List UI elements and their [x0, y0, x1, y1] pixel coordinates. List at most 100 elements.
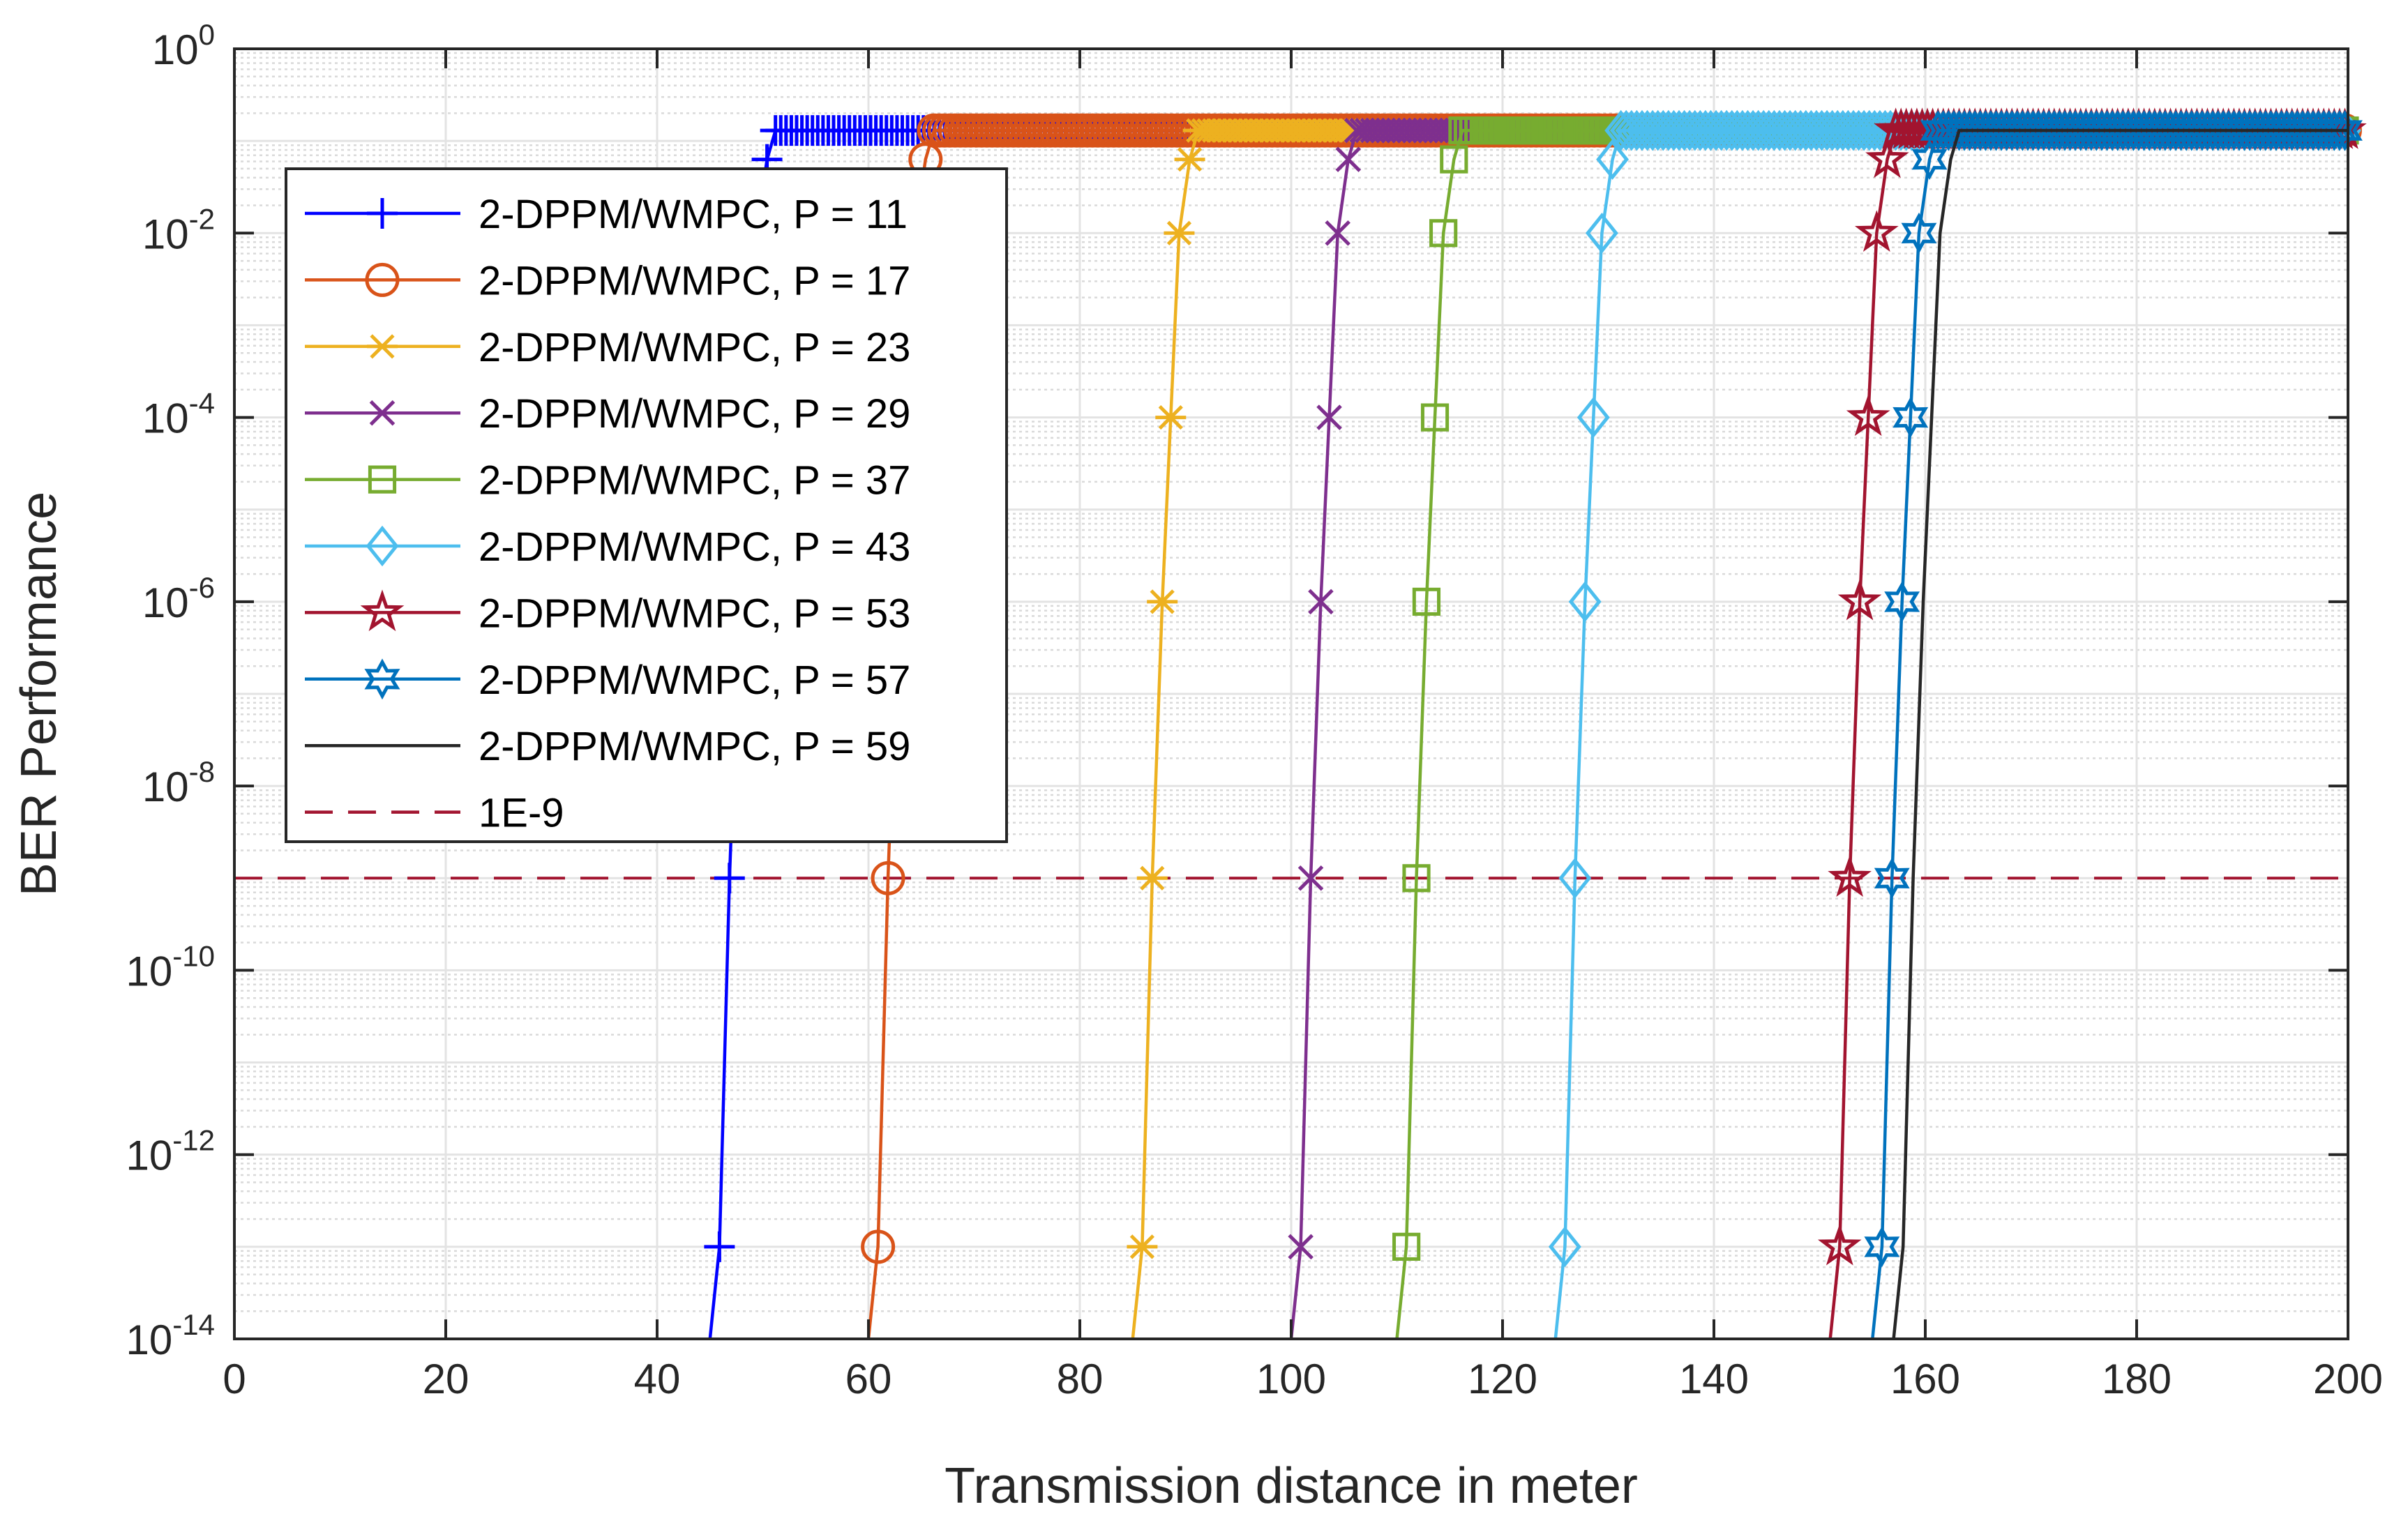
marker-hexagram	[1892, 397, 1929, 438]
axis-ticks	[233, 47, 2349, 1340]
legend-label: 2-DPPM/WMPC, P = 59	[479, 724, 910, 769]
marker-square	[368, 465, 397, 494]
legend-label: 2-DPPM/WMPC, P = 11	[479, 192, 908, 237]
y-tick-label: 10-4	[142, 387, 215, 442]
marker-diamond	[1715, 109, 1749, 151]
marker-hexagram	[1911, 139, 1948, 180]
series-line	[1892, 128, 2348, 1340]
legend-item: 2-DPPM/WMPC, P = 43	[305, 524, 910, 570]
marker-diamond	[1821, 109, 1854, 151]
marker-diamond	[1668, 109, 1701, 151]
legend-label: 2-DPPM/WMPC, P = 17	[479, 258, 910, 303]
marker-diamond	[1805, 109, 1838, 151]
marker-diamond	[1752, 109, 1786, 151]
marker-pentagram	[360, 589, 405, 632]
y-tick-exponent: -6	[189, 571, 215, 604]
marker-diamond	[1577, 397, 1610, 438]
marker-diamond	[1789, 109, 1823, 151]
marker-x	[369, 400, 396, 426]
marker-hexagram	[364, 658, 400, 700]
marker-diamond	[1609, 109, 1643, 151]
marker-diamond	[1810, 109, 1844, 151]
marker-plus	[704, 1231, 735, 1262]
marker-hexagram	[1901, 212, 1937, 254]
marker-hexagram	[1864, 1226, 1900, 1268]
y-tick-label: 10-10	[126, 939, 215, 994]
marker-hexagram	[2327, 109, 2363, 151]
legend-item: 2-DPPM/WMPC, P = 23	[305, 325, 910, 370]
y-tick-exponent: -8	[189, 755, 215, 788]
y-tick-base: 10	[142, 395, 189, 442]
marker-diamond	[1779, 109, 1812, 151]
marker-diamond	[1842, 109, 1875, 151]
marker-square	[1412, 587, 1441, 616]
legend-label: 2-DPPM/WMPC, P = 29	[479, 391, 910, 437]
marker-diamond	[1625, 109, 1659, 151]
marker-diamond	[1847, 109, 1881, 151]
legend: 2-DPPM/WMPC, P = 11 2-DPPM/WMPC, P = 17 2-…	[285, 167, 1008, 843]
y-tick-label: 100	[152, 18, 215, 73]
y-axis-label: BER Performance	[11, 492, 67, 896]
y-tick-label: 10-2	[142, 202, 215, 257]
marker-diamond	[1620, 109, 1653, 151]
marker-diamond	[1731, 109, 1764, 151]
marker-diamond	[1662, 109, 1696, 151]
marker-diamond	[1568, 581, 1602, 623]
marker-asterisk	[1136, 865, 1168, 891]
y-tick-exponent: -14	[172, 1308, 215, 1341]
legend-label: 2-DPPM/WMPC, P = 43	[479, 524, 910, 570]
x-tick-label: 0	[223, 1356, 246, 1402]
marker-diamond	[1742, 109, 1775, 151]
y-tick-exponent: -2	[189, 202, 215, 235]
marker-diamond	[1747, 109, 1780, 151]
series-p-57	[1864, 109, 2363, 1340]
marker-pentagram	[1846, 394, 1890, 437]
marker-diamond	[1646, 109, 1680, 151]
marker-square	[1429, 219, 1458, 248]
marker-diamond	[1631, 109, 1664, 151]
y-tick-label: 10-6	[142, 571, 215, 626]
y-tick-base: 10	[126, 1132, 173, 1179]
x-tick-labels: 0 20 40 60 80 100 120 140 160 180 200	[223, 1356, 2383, 1402]
marker-circle	[365, 262, 400, 297]
legend-item: 2-DPPM/WMPC, P = 57	[305, 658, 910, 703]
marker-diamond	[1837, 109, 1870, 151]
y-tick-label: 10-8	[142, 755, 215, 810]
legend-label: 2-DPPM/WMPC, P = 37	[479, 458, 910, 503]
y-tick-exponent: 0	[199, 18, 215, 51]
legend-item: 2-DPPM/WMPC, P = 11	[305, 192, 908, 237]
marker-diamond	[1596, 139, 1630, 180]
x-tick-label: 180	[2102, 1356, 2172, 1402]
marker-diamond	[1816, 109, 1849, 151]
x-tick-label: 60	[845, 1356, 892, 1402]
marker-asterisk	[1147, 589, 1178, 614]
marker-diamond	[366, 525, 399, 567]
x-tick-label: 100	[1256, 1356, 1326, 1402]
marker-diamond	[1657, 109, 1690, 151]
legend-item: 2-DPPM/WMPC, P = 29	[305, 391, 910, 437]
marker-diamond	[1757, 109, 1791, 151]
marker-diamond	[1794, 109, 1828, 151]
legend-item: 2-DPPM/WMPC, P = 53	[305, 589, 910, 636]
marker-asterisk	[1127, 1234, 1158, 1259]
series-layer	[234, 107, 2367, 1340]
marker-diamond	[1800, 109, 1833, 151]
y-tick-exponent: -10	[172, 939, 215, 972]
marker-diamond	[1558, 857, 1592, 899]
marker-diamond	[1548, 1226, 1581, 1268]
marker-diamond	[1768, 109, 1801, 151]
marker-diamond	[1763, 109, 1796, 151]
marker-diamond	[1784, 109, 1817, 151]
marker-diamond	[1678, 109, 1712, 151]
marker-pentagram	[1865, 136, 1909, 179]
legend-item: 2-DPPM/WMPC, P = 37	[305, 458, 910, 503]
marker-x	[1325, 220, 1350, 246]
y-tick-base: 10	[142, 579, 189, 626]
legend-label: 2-DPPM/WMPC, P = 23	[479, 325, 910, 370]
marker-diamond	[1585, 212, 1618, 254]
marker-pentagram	[1837, 578, 1882, 621]
marker-diamond	[1673, 109, 1706, 151]
